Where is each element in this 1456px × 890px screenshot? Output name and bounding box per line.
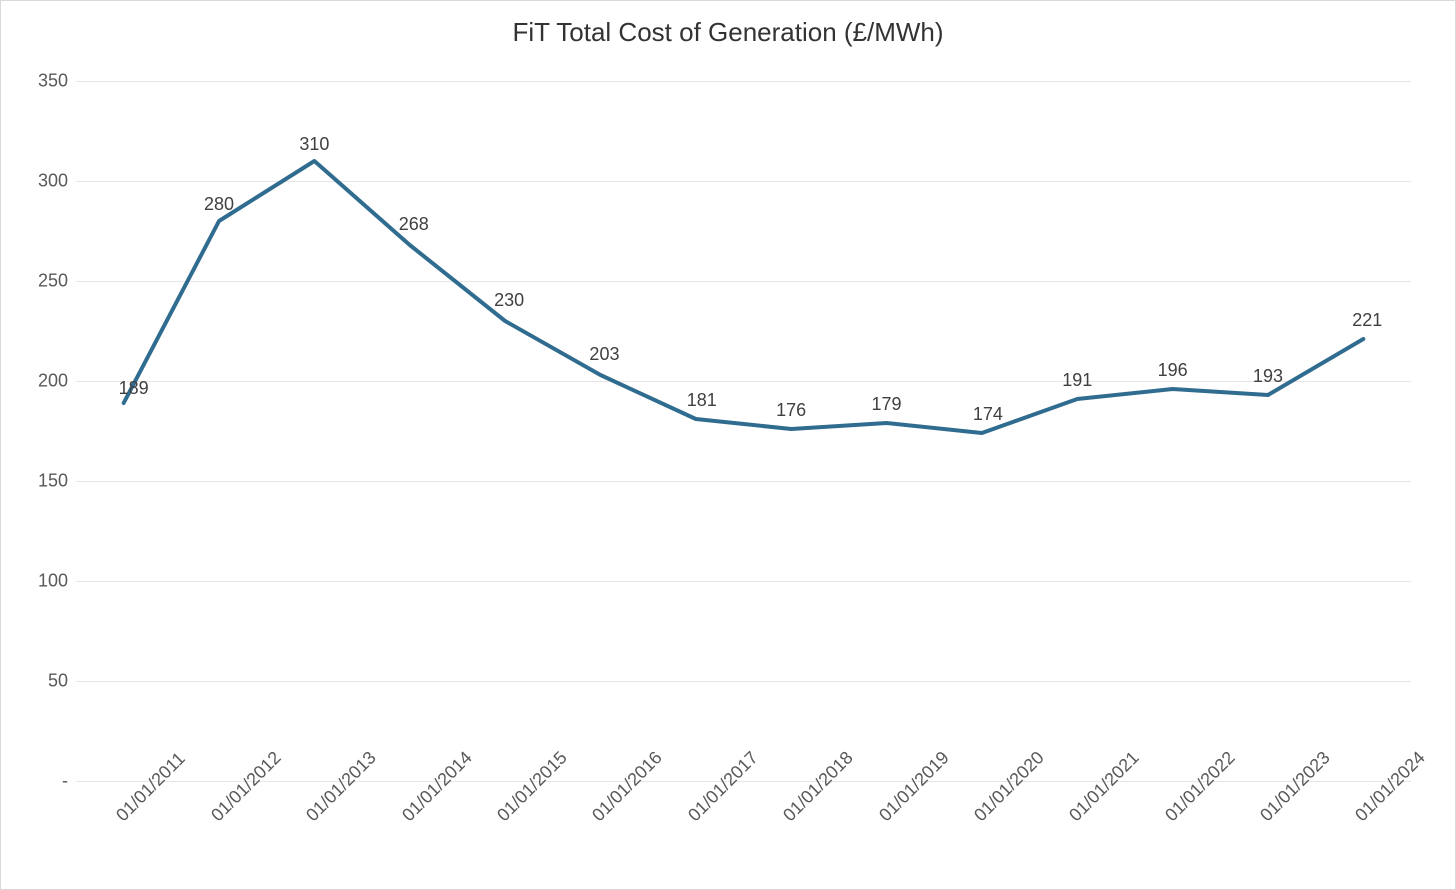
data-label: 179 bbox=[872, 394, 902, 415]
line-series bbox=[76, 81, 1411, 781]
data-label: 189 bbox=[119, 378, 149, 399]
data-label: 191 bbox=[1062, 370, 1092, 391]
y-axis-tick-label: 100 bbox=[38, 571, 76, 592]
y-axis-tick-label: - bbox=[62, 771, 76, 792]
y-axis-tick-label: 50 bbox=[48, 671, 76, 692]
y-axis-tick-label: 350 bbox=[38, 71, 76, 92]
y-axis-tick-label: 300 bbox=[38, 171, 76, 192]
plot-area: -5010015020025030035001/01/201101/01/201… bbox=[76, 81, 1411, 781]
chart-title: FiT Total Cost of Generation (£/MWh) bbox=[1, 17, 1455, 48]
data-label: 280 bbox=[204, 194, 234, 215]
data-label: 268 bbox=[399, 214, 429, 235]
y-axis-tick-label: 150 bbox=[38, 471, 76, 492]
data-label: 196 bbox=[1158, 360, 1188, 381]
y-axis-tick-label: 250 bbox=[38, 271, 76, 292]
data-label: 221 bbox=[1352, 310, 1382, 331]
y-axis-tick-label: 200 bbox=[38, 371, 76, 392]
data-label: 310 bbox=[299, 134, 329, 155]
data-label: 174 bbox=[973, 404, 1003, 425]
data-label: 230 bbox=[494, 290, 524, 311]
chart-container: FiT Total Cost of Generation (£/MWh) -50… bbox=[0, 0, 1456, 890]
data-label: 203 bbox=[589, 344, 619, 365]
data-label: 176 bbox=[776, 400, 806, 421]
data-label: 193 bbox=[1253, 366, 1283, 387]
data-label: 181 bbox=[687, 390, 717, 411]
